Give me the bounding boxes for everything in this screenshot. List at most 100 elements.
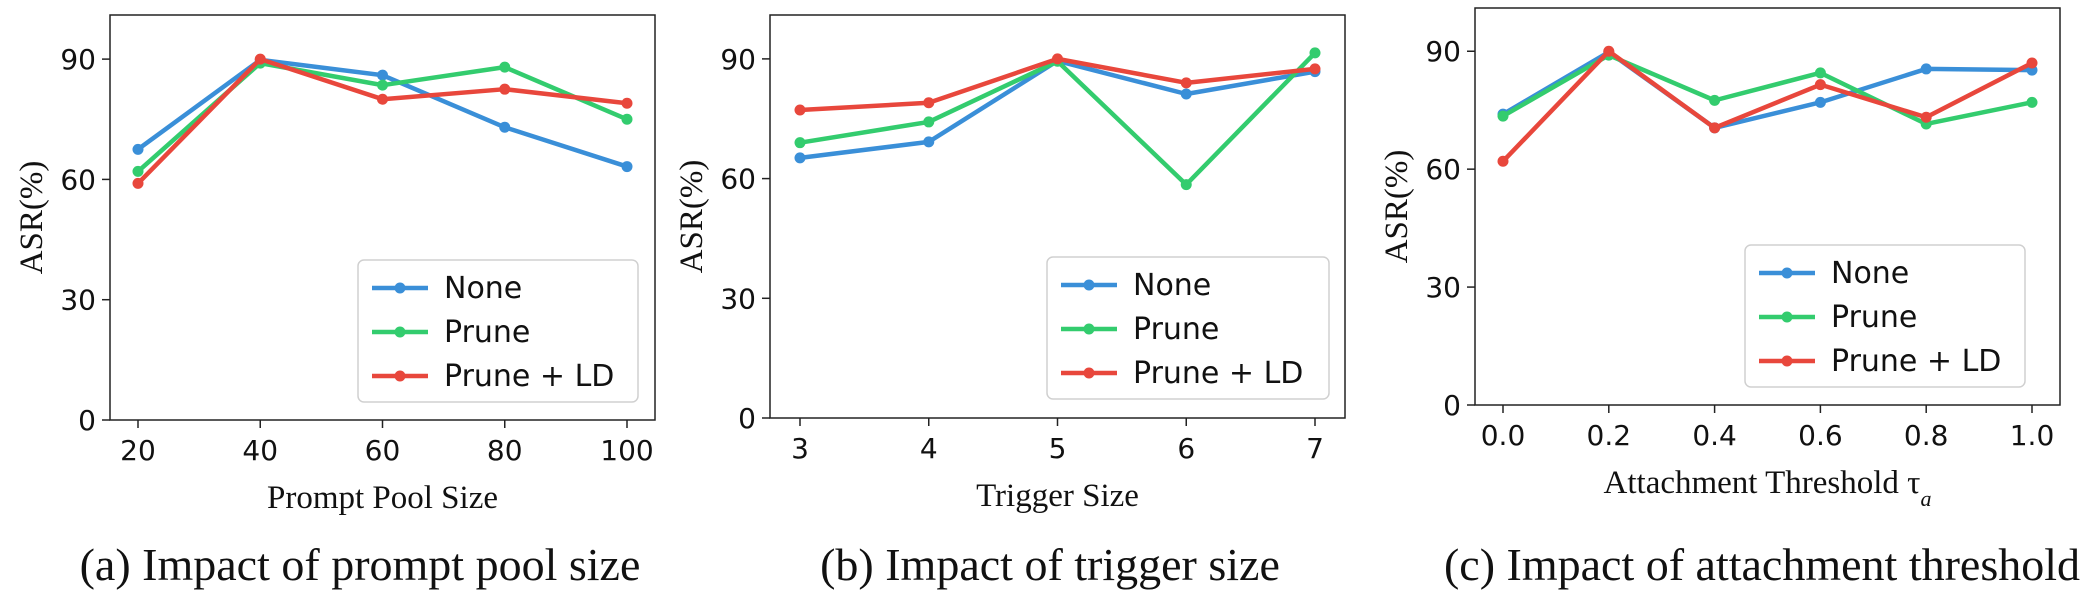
legend-marker [394,282,406,294]
panel-caption: (a) Impact of prompt pool size [80,539,641,590]
legend-label: Prune [1133,312,1219,347]
data-point-prune-ld [377,93,388,105]
x-tick-label: 4 [920,432,938,465]
panel-caption: (b) Impact of trigger size [820,539,1280,590]
data-point-none [621,161,633,173]
data-point-prune-ld [621,97,633,109]
data-point-prune [923,116,935,128]
series-line-prune-ld [1500,48,2035,164]
data-point-none [499,121,511,133]
data-point-prune-ld [499,83,511,95]
data-point-prune-ld [1603,45,1615,57]
y-tick-label: 60 [720,163,756,196]
panel-attachment-threshold: 0 30 60 90 0.0 0.2 0.4 0.6 0.8 1.0 ASR(%) Attachmen… [1379,7,2080,590]
data-point-prune-ld [1309,63,1321,75]
x-tick-label: 80 [487,434,523,467]
data-point-none [1814,96,1826,108]
y-tick-label: 60 [1425,153,1461,186]
data-point-none [1920,63,1932,75]
data-point-prune [1497,110,1509,122]
data-point-none [377,69,388,81]
data-point-none [794,152,806,164]
y-tick-label: 30 [720,282,756,315]
plot-frame [1474,7,2061,406]
x-tick-label: 20 [120,434,156,467]
series-line-none [1500,49,2035,131]
x-tick-label: 5 [1049,432,1067,465]
x-tick-label: 40 [242,434,278,467]
x-tick-label: 6 [1177,432,1195,465]
data-point-prune-ld [794,104,806,116]
x-tick-label: 0.8 [1904,419,1949,452]
legend-box [1046,256,1330,400]
y-tick-label: 90 [720,43,756,76]
y-axis-label: ASR(%) [1379,150,1415,264]
legend-marker [394,370,406,382]
x-tick-label: 100 [600,434,653,467]
legend-label: None [444,271,522,306]
x-tick-label: 1.0 [2010,419,2055,452]
data-point-prune-ld [254,53,266,65]
x-tick-label: 0.6 [1798,419,1843,452]
legend-marker [1083,279,1095,291]
y-tick-label: 90 [60,43,96,76]
series-line-prune [797,50,1318,187]
data-point-prune-ld [132,177,144,189]
legend-label: None [1133,268,1211,303]
data-point-prune [1709,94,1721,106]
data-point-prune [1814,67,1826,79]
panel-caption: (c) Impact of attachment threshold [1444,539,2080,590]
legend-label: Prune + LD [1133,356,1303,391]
legend-marker [1083,367,1095,379]
data-point-prune [499,61,511,73]
y-tick-label: 0 [1443,389,1461,422]
legend-label: Prune [1831,300,1917,335]
legend-label: Prune [444,315,530,350]
x-tick-label: 7 [1306,432,1324,465]
data-point-prune [132,165,144,177]
data-point-prune-ld [1709,122,1721,134]
x-tick-label: 3 [791,432,809,465]
legend-label: None [1831,256,1909,291]
data-point-prune [794,137,806,149]
data-point-prune [377,79,388,91]
legend-box [357,259,639,403]
legend-marker [1781,311,1793,323]
data-point-prune-ld [2026,57,2038,69]
data-point-prune-ld [1497,155,1509,167]
x-axis-label: Trigger Size [976,478,1139,514]
x-axis-label-subscript: a [1920,486,1931,511]
data-point-none [1180,88,1192,100]
x-tick-label: 0.0 [1481,419,1526,452]
x-tick-label: 0.4 [1692,419,1737,452]
y-axis-label: ASR(%) [14,161,50,275]
y-tick-label: 0 [738,402,756,435]
x-axis-label: Attachment Threshold τa [1604,465,1932,511]
data-point-prune [621,113,633,125]
data-point-none [923,136,935,148]
data-point-prune [1180,179,1192,191]
legend-marker [394,326,406,338]
x-tick-label: 0.2 [1587,419,1632,452]
y-tick-label: 30 [1425,271,1461,304]
data-point-prune [2026,96,2038,108]
data-point-prune-ld [1814,79,1826,91]
legend-marker [1781,267,1793,279]
legend-box [1744,244,2026,388]
y-tick-label: 30 [60,284,96,317]
data-point-prune-ld [1180,77,1192,89]
panel-prompt-pool-size: 0 30 60 90 20 40 60 80 100 ASR(%) Prompt Pool Size… [14,14,656,590]
data-point-prune-ld [1052,53,1063,65]
data-point-prune-ld [923,97,935,109]
series-line-prune [1500,52,2035,127]
data-point-prune-ld [1920,111,1932,123]
panel-trigger-size: 0 30 60 90 3 4 5 6 7 ASR(%) Trigger Size None Prune P… [674,14,1346,590]
legend-label: Prune + LD [444,359,614,394]
legend-marker [1083,323,1095,335]
x-tick-label: 60 [365,434,401,467]
y-tick-label: 60 [60,163,96,196]
y-axis-label: ASR(%) [674,160,710,274]
y-tick-label: 0 [78,404,96,437]
data-point-prune [1309,47,1321,59]
